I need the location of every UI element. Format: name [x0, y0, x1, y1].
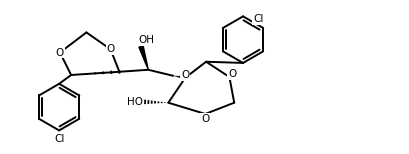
Text: O: O: [106, 44, 115, 54]
Text: O: O: [56, 47, 64, 57]
Polygon shape: [139, 46, 148, 70]
Text: O: O: [201, 114, 209, 124]
Text: Cl: Cl: [54, 134, 64, 144]
Text: O: O: [228, 69, 236, 79]
Text: OH: OH: [138, 35, 154, 45]
Text: Cl: Cl: [253, 14, 263, 24]
Text: O: O: [181, 70, 189, 80]
Text: HO: HO: [128, 97, 144, 107]
